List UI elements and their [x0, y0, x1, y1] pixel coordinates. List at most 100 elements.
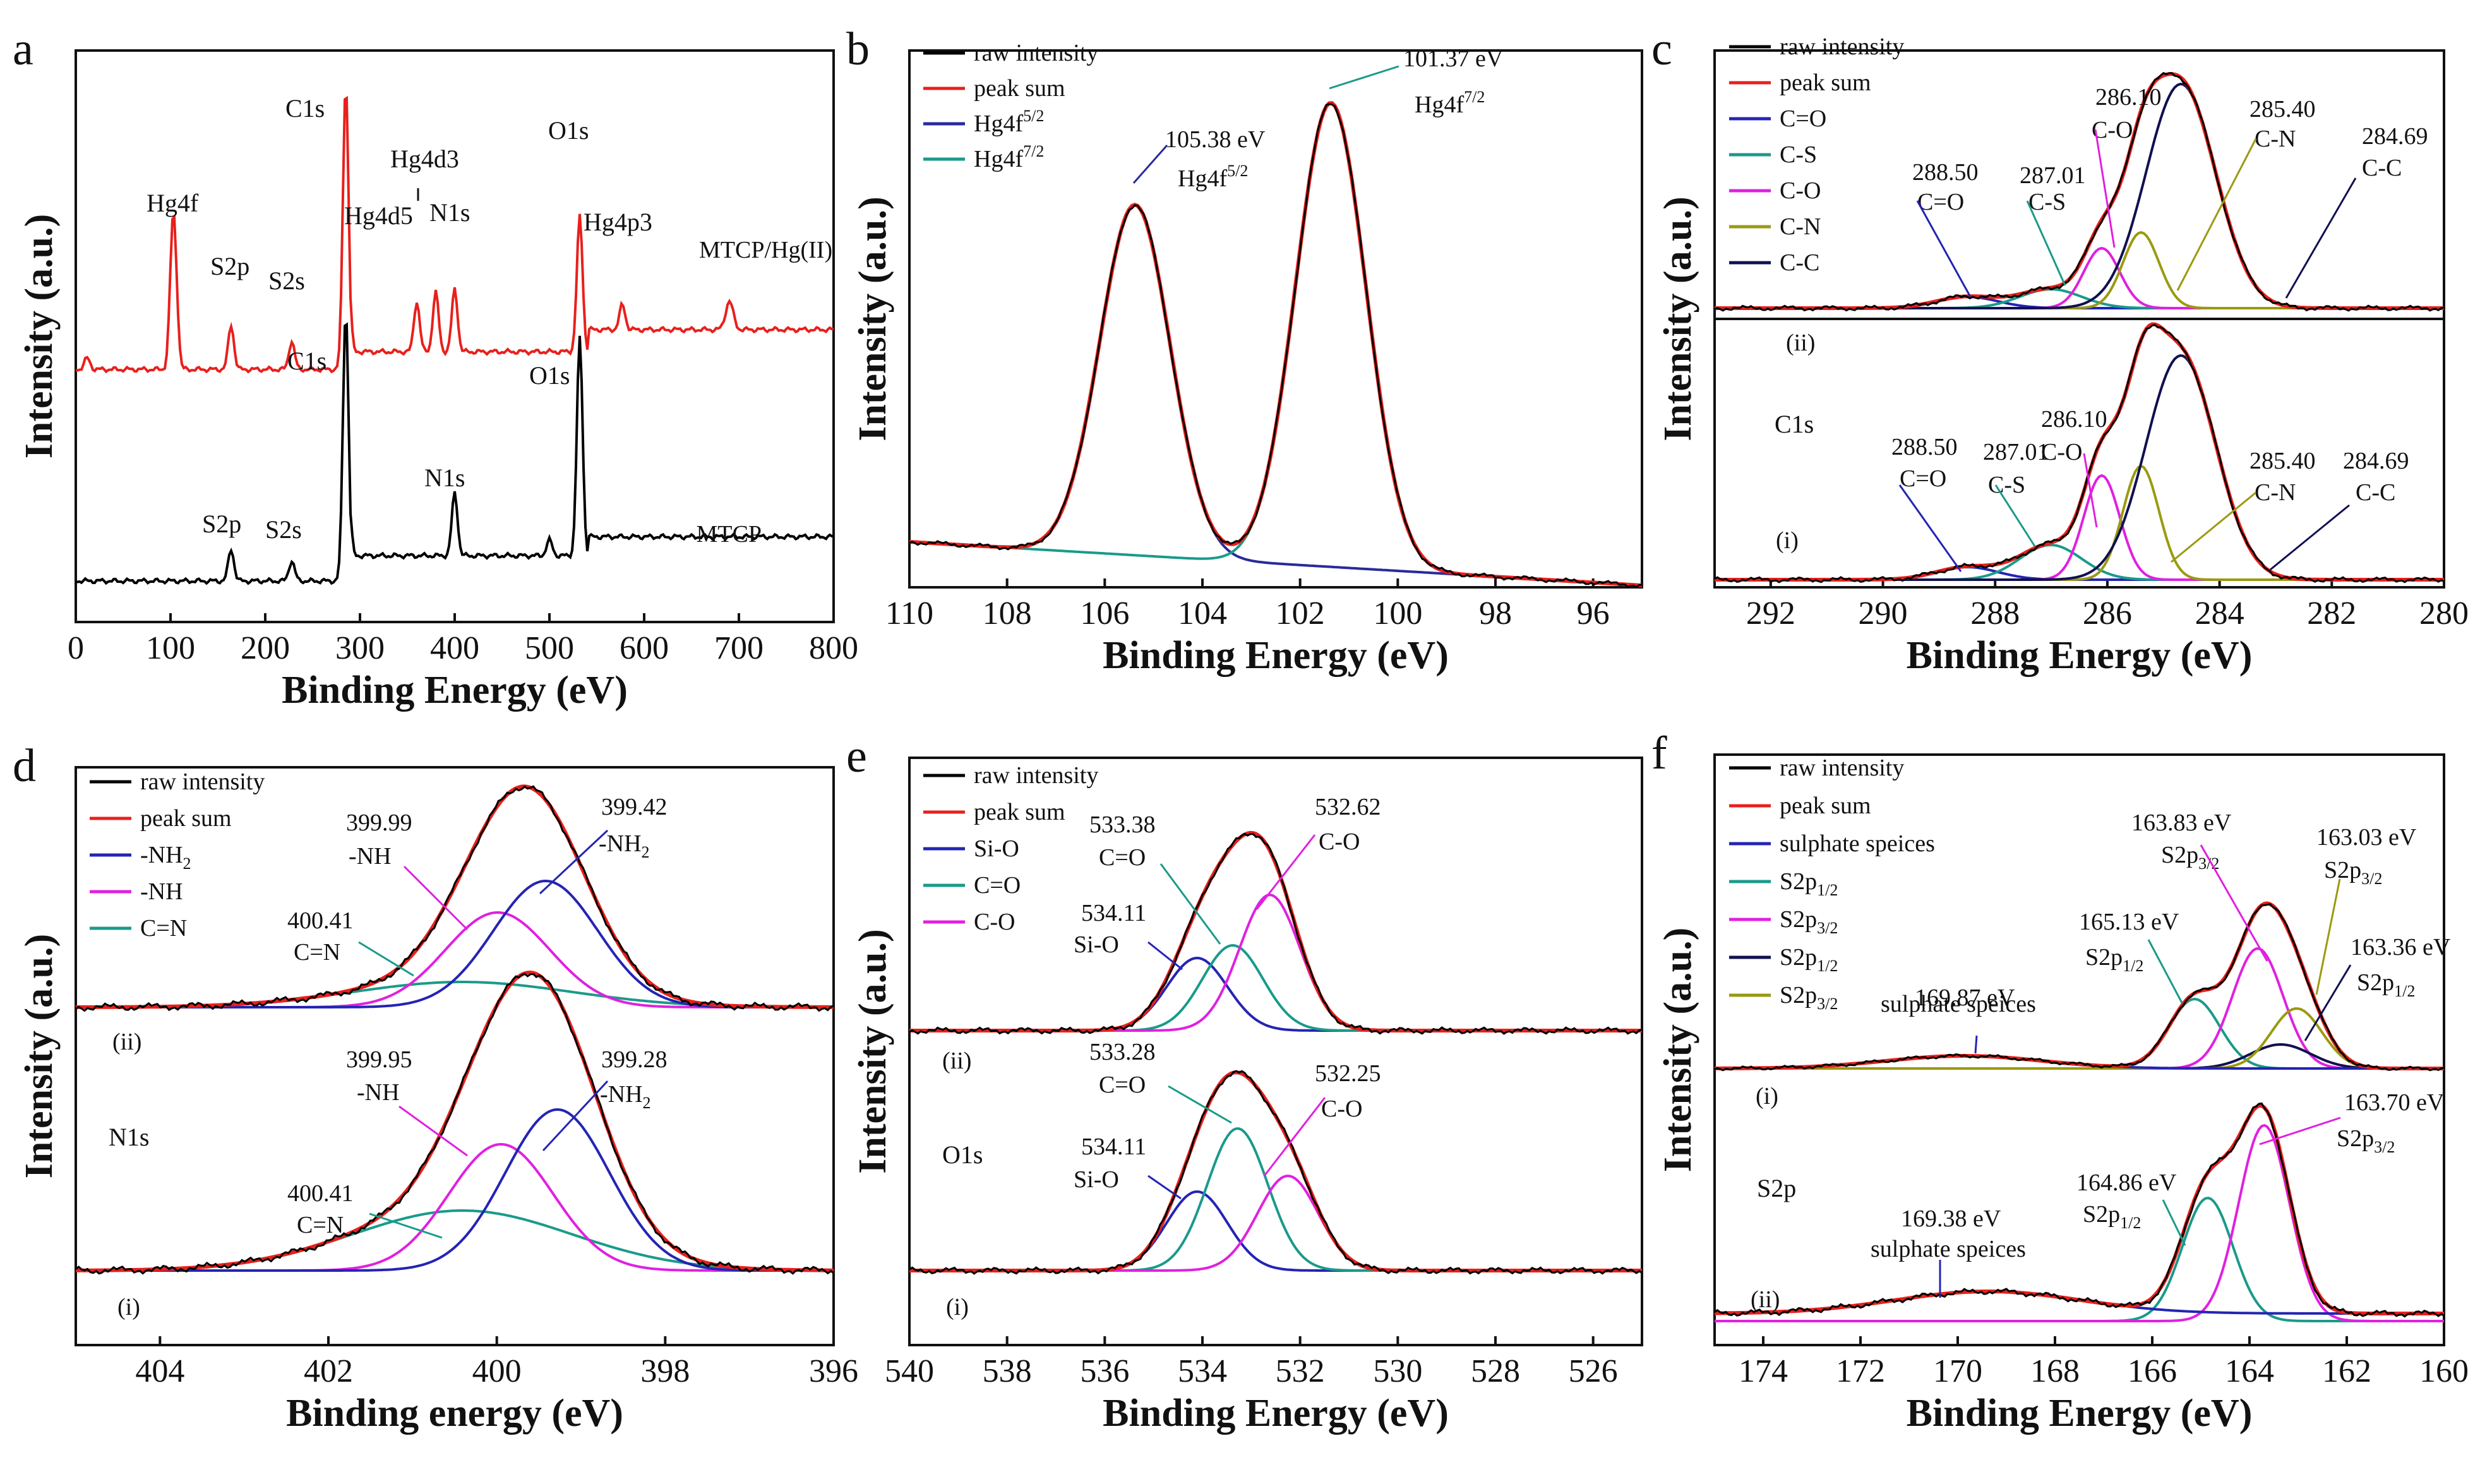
panel-letter: c	[1651, 23, 1672, 75]
annotation-label: Hg4f5/2	[1178, 162, 1248, 192]
x-axis-label: Binding Energy (eV)	[1907, 634, 2253, 677]
raw-intensity-curve	[909, 832, 1643, 1035]
annotation-label: sulphate speices	[1881, 991, 2036, 1017]
annotation-value: 288.50	[1891, 434, 1958, 460]
x-tick-label: 536	[1080, 1353, 1129, 1389]
annotation-pointer	[1168, 1085, 1232, 1124]
annotation-value: 533.38	[1089, 811, 1156, 838]
component-s2p12	[1715, 1197, 2444, 1322]
annotation-pointer	[2083, 453, 2098, 528]
annotation-pointer	[2304, 964, 2352, 1041]
x-tick-label: 166	[2128, 1353, 2177, 1389]
legend-entry: raw intensity	[1780, 755, 1904, 781]
peak-label: S2s	[268, 266, 305, 295]
annotation-pointer	[403, 865, 469, 931]
core-level-label: O1s	[942, 1140, 983, 1169]
peak-sum-curve	[76, 970, 834, 1272]
survey-curve-mtcp-hg	[76, 95, 834, 374]
x-tick-label: 530	[1373, 1353, 1422, 1389]
series-label: MTCP/Hg(II)	[699, 237, 832, 263]
x-tick-label: 288	[1970, 595, 2020, 631]
annotation-pointer	[1898, 484, 1962, 572]
annotation-value: 163.03 eV	[2316, 824, 2417, 851]
annotation-pointer	[2026, 200, 2066, 286]
legend-entry: raw intensity	[974, 40, 1098, 66]
peak-sum-curve	[909, 1070, 1642, 1272]
x-tick-label: 532	[1276, 1353, 1325, 1389]
x-axis-label: Binding Energy (eV)	[1907, 1392, 2253, 1435]
component-c-o	[1715, 246, 2444, 309]
survey-curve-mtcp	[76, 322, 834, 585]
peak-label: Hg4f	[147, 189, 199, 217]
legend-entry: peak sum	[140, 805, 232, 832]
legend-entry: C=O	[1780, 105, 1826, 132]
annotation-value: 164.86 eV	[2076, 1170, 2177, 1196]
state-label: (ii)	[942, 1048, 971, 1074]
plot-frame	[1713, 753, 2445, 1346]
component-c-s	[1715, 543, 2444, 581]
annotation-value: 532.25	[1315, 1060, 1381, 1087]
component-hg4f72	[909, 102, 1643, 587]
legend-entry: raw intensity	[1780, 33, 1904, 60]
annotation-pointer	[1994, 484, 2036, 547]
x-tick-label: 528	[1471, 1353, 1520, 1389]
component-c-o	[909, 893, 1642, 1032]
peak-sum-curve	[909, 101, 1643, 587]
annotation-value: 284.69	[2343, 448, 2409, 474]
legend-entry: C-O	[974, 909, 1015, 935]
x-tick-label: 162	[2322, 1353, 2371, 1389]
x-tick-label: 534	[1178, 1353, 1227, 1389]
annotation-label: C-N	[2255, 479, 2296, 506]
annotation-pointer	[1263, 1097, 1326, 1176]
annotation-value: 286.10	[2041, 406, 2107, 433]
legend-entry: S2p3/2	[1780, 906, 1838, 937]
plot-frame	[908, 49, 1643, 589]
x-tick-label: 200	[241, 630, 290, 666]
y-axis-label: Intensity (a.u.)	[18, 214, 61, 459]
component-c-o	[909, 1175, 1642, 1272]
annotation-label: S2p1/2	[2083, 1201, 2141, 1232]
annotation-pointer	[1147, 941, 1183, 971]
annotation-value: 399.42	[601, 794, 668, 820]
legend-entry: C-O	[1780, 177, 1821, 204]
annotation-label: C-O	[2041, 439, 2082, 465]
annotation-label: Si-O	[1074, 931, 1119, 958]
x-tick-label: 160	[2419, 1353, 2469, 1389]
annotation-label: -NH	[357, 1079, 400, 1106]
legend-entry: sulphate speices	[1780, 830, 1935, 857]
component-si-o	[909, 956, 1642, 1032]
component-s2p32	[1715, 1123, 2444, 1322]
raw-intensity-curve	[1714, 1102, 2445, 1318]
annotation-label: C-O	[1321, 1096, 1362, 1122]
panel-c: 292 290 288 286 284 282 280 Binding Energy (eV)…	[1651, 23, 2469, 677]
annotation-value: 163.36 eV	[2351, 934, 2451, 960]
peak-label: N1s	[424, 464, 465, 492]
x-tick-label: 172	[1836, 1353, 1885, 1389]
peak-label: C1s	[285, 94, 325, 123]
raw-intensity-curve	[1714, 71, 2445, 312]
x-tick-label: 290	[1859, 595, 1908, 631]
peak-label: Hg4d5	[344, 201, 413, 230]
component-c-n	[1715, 464, 2444, 581]
legend-entry: peak sum	[1780, 793, 1871, 819]
annotation-value: 534.11	[1081, 900, 1146, 926]
annotation-value: 287.01	[2020, 162, 2086, 189]
annotation-pointer	[2285, 177, 2357, 299]
legend-entry: S2p3/2	[1780, 982, 1838, 1013]
annotation-label: Hg4f7/2	[1415, 88, 1485, 118]
panel-e: 540 538 536 534 532 530 528 526 Binding Energy (…	[846, 731, 1643, 1435]
y-axis-label: Intensity (a.u.)	[1656, 196, 1699, 441]
annotation-value: 286.10	[2095, 84, 2162, 111]
component-nh	[76, 1142, 834, 1272]
annotation-pointer	[2315, 878, 2341, 995]
panel-letter: e	[846, 731, 867, 782]
legend-entry: C-S	[1780, 141, 1817, 168]
annotation-pointer	[539, 829, 609, 895]
annotation-pointer	[1329, 65, 1399, 90]
state-label: (ii)	[112, 1029, 141, 1055]
annotation-pointer	[2162, 1199, 2186, 1246]
annotation-pointer	[1255, 834, 1316, 910]
annotation-value: 101.37 eV	[1403, 45, 1504, 72]
x-tick-label: 96	[1577, 595, 1610, 631]
x-tick-label: 170	[1933, 1353, 1982, 1389]
